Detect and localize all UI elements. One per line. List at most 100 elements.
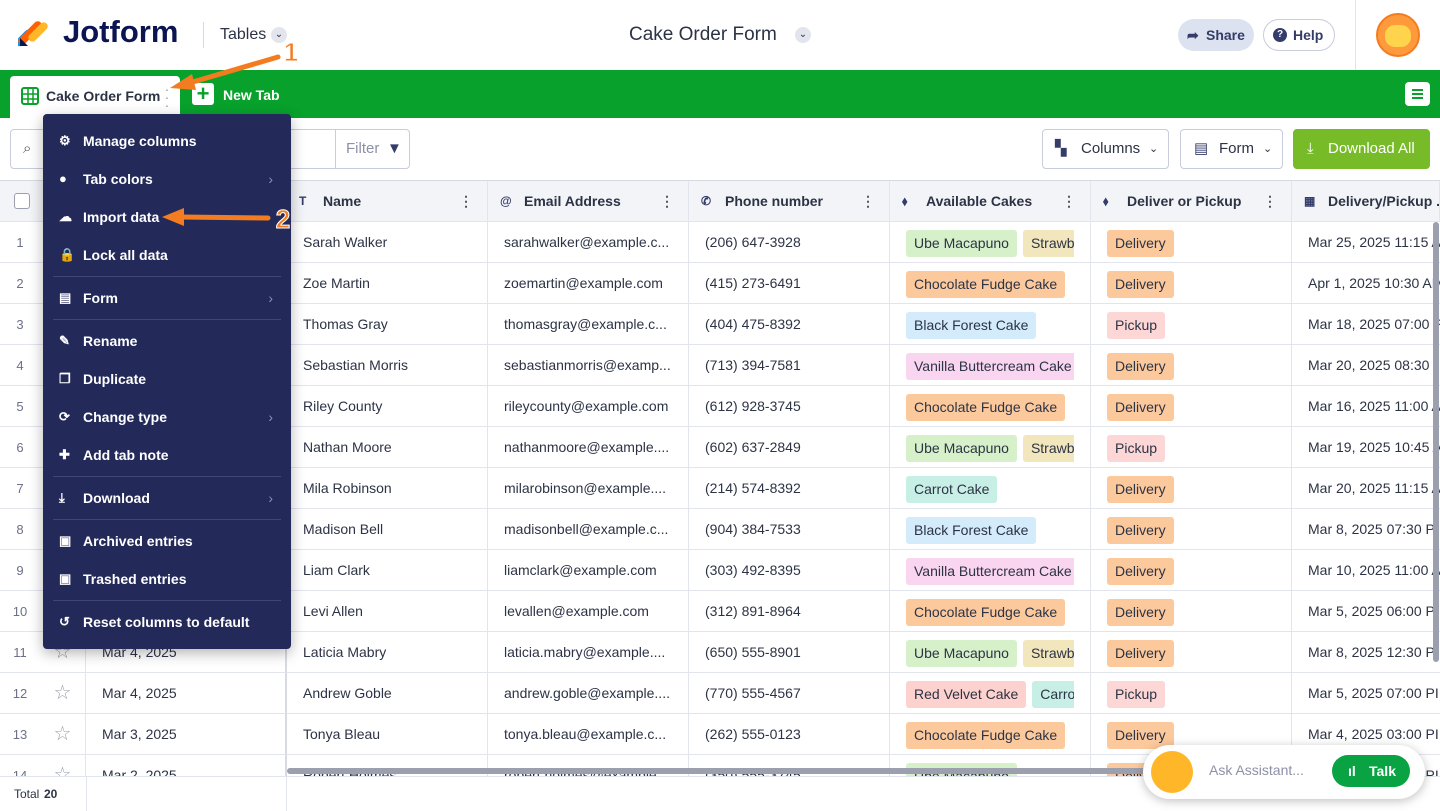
row-number: 7 [0, 468, 40, 509]
menu-separator [53, 600, 281, 601]
name-cell: Liam Clark [287, 550, 488, 591]
phone-cell: (262) 555-0123 [689, 714, 890, 755]
column-label: Name [323, 193, 362, 209]
menu-item[interactable]: Form ▤ › [59, 290, 273, 306]
assistant[interactable]: Ask Assistant... ıl Talk [1143, 745, 1425, 799]
cake-tag: Vanilla Buttercream Cake [906, 352, 1074, 380]
mode-cell: Pickup [1091, 427, 1292, 468]
grid-icon [21, 87, 39, 105]
menu-item[interactable]: Lock all data 🔒 [59, 247, 168, 263]
cake-tag: Ube Macapuno [906, 434, 1017, 462]
cakes-cell: Ube Macapuno Strawb [890, 427, 1091, 468]
menu-item[interactable]: Manage columns ⚙ [59, 133, 197, 149]
column-label: Phone number [725, 193, 824, 209]
talk-label: Talk [1369, 763, 1396, 779]
mode-tag: Pickup [1107, 311, 1166, 339]
share-button[interactable]: ➦ Share [1178, 19, 1254, 51]
star[interactable]: ☆ [40, 755, 86, 776]
star[interactable]: ☆ [40, 714, 86, 755]
mode-tag: Pickup [1107, 434, 1166, 462]
menu-item[interactable]: Archived entries ▣ [59, 533, 193, 549]
mode-cell: Delivery [1091, 632, 1292, 673]
column-label: Available Cakes [926, 193, 1033, 209]
tab-menu[interactable] [1405, 82, 1430, 106]
cake-tag: Strawb [1022, 229, 1074, 257]
filter-button[interactable]: Filter ▼ [335, 129, 410, 169]
row-number: 12 [0, 673, 40, 714]
email-cell: madisonbell@example.c... [488, 509, 689, 550]
section[interactable]: Tables [220, 26, 267, 43]
menu-item[interactable]: Reset columns to default ↺ [59, 614, 250, 630]
chevron[interactable]: ⌄ [795, 27, 811, 43]
cake-tag: Black Forest Cake [906, 311, 1037, 339]
name-cell: Madison Bell [287, 509, 488, 550]
menu-item[interactable]: Change type ⟳ › [59, 409, 273, 425]
name-cell: Sarah Walker [287, 222, 488, 263]
row-number: 10 [0, 591, 40, 632]
assistant-input[interactable]: Ask Assistant... [1209, 762, 1304, 778]
row-number: 4 [0, 345, 40, 386]
row-number: 11 [0, 632, 40, 673]
avatar[interactable] [1376, 13, 1420, 57]
help-button[interactable]: ? Help [1263, 19, 1335, 51]
total-label: Total [14, 787, 40, 801]
name-cell: Mila Robinson [287, 468, 488, 509]
menu-item[interactable]: Download ⤓ › [59, 490, 273, 506]
share-label: Share [1206, 27, 1245, 43]
menu-item[interactable]: Rename ✎ [59, 333, 138, 349]
menu-item[interactable]: Duplicate ❐ [59, 371, 147, 387]
phone-cell: (770) 555-4567 [689, 673, 890, 714]
column-header[interactable]: ▦ Delivery/Pickup ... [1292, 181, 1440, 222]
name-cell: Andrew Goble [287, 673, 488, 714]
mode-cell: Delivery [1091, 591, 1292, 632]
chevron[interactable]: ⌄ [271, 27, 287, 43]
mode-cell: Delivery [1091, 345, 1292, 386]
menu-item[interactable]: Trashed entries ▣ [59, 571, 187, 587]
column-header[interactable]: ⬧ Available Cakes ⋮ [890, 181, 1091, 222]
new-tab[interactable]: New Tab [223, 87, 280, 103]
columns-button[interactable]: ▚ Columns ⌄ [1042, 129, 1169, 169]
phone-cell: (404) 475-8392 [689, 304, 890, 345]
datetime-cell: Mar 18, 2025 07:00 P [1292, 304, 1440, 345]
context-menu: Manage columns ⚙ Tab colors ● › Import data ☁ L… [43, 114, 291, 649]
tab-kebab[interactable]: · · · [164, 81, 170, 113]
total-value: 20 [44, 787, 58, 801]
cakes-cell: Vanilla Buttercream Cake [890, 550, 1091, 591]
cake-tag: Vanilla Buttercream Cake [906, 557, 1074, 585]
active-tab[interactable]: Cake Order Form · · · [10, 76, 180, 118]
column-header[interactable]: @ Email Address ⋮ [488, 181, 689, 222]
cakes-cell: Chocolate Fudge Cake [890, 714, 1091, 755]
datetime-cell: Mar 10, 2025 11:00 A [1292, 550, 1440, 591]
menu-item[interactable]: Tab colors ● › [59, 171, 273, 187]
form-title[interactable]: Cake Order Form [629, 24, 777, 45]
email-cell: andrew.goble@example.... [488, 673, 689, 714]
download-button[interactable]: ⤓ Download All [1293, 129, 1430, 169]
tag-list: Ube Macapuno Strawb [906, 632, 1074, 672]
menu-separator [53, 519, 281, 520]
new-tab-icon[interactable]: + [192, 83, 214, 105]
column-header[interactable]: T Name ⋮ [287, 181, 488, 222]
date: Mar 3, 2025 [102, 726, 177, 742]
date-cell: Mar 3, 2025 [86, 714, 287, 755]
mode-tag: Pickup [1107, 680, 1166, 708]
column-label: Email Address [524, 193, 621, 209]
name-cell: Nathan Moore [287, 427, 488, 468]
mode-tag: Delivery [1107, 475, 1174, 503]
talk-button[interactable]: ıl Talk [1332, 755, 1410, 787]
cake-tag: Red Velvet Cake [906, 680, 1027, 708]
menu-item[interactable]: Import data ☁ [59, 209, 160, 225]
menu-item[interactable]: Add tab note ✚ [59, 447, 169, 463]
phone-cell: (415) 273-6491 [689, 263, 890, 304]
tag-list: Ube Macapuno Strawb [906, 427, 1074, 467]
phone-cell: (904) 384-7533 [689, 509, 890, 550]
row-number: 2 [0, 263, 40, 304]
column-header[interactable]: ✆ Phone number ⋮ [689, 181, 890, 222]
cakes-cell: Carrot Cake [890, 468, 1091, 509]
star[interactable]: ☆ [40, 673, 86, 714]
email-cell: liamclark@example.com [488, 550, 689, 591]
column-header[interactable]: ⬧ Deliver or Pickup ⋮ [1091, 181, 1292, 222]
name-cell: Levi Allen [287, 591, 488, 632]
form-button[interactable]: ▤ Form ⌄ [1180, 129, 1283, 169]
filter-label: Filter [346, 140, 380, 157]
